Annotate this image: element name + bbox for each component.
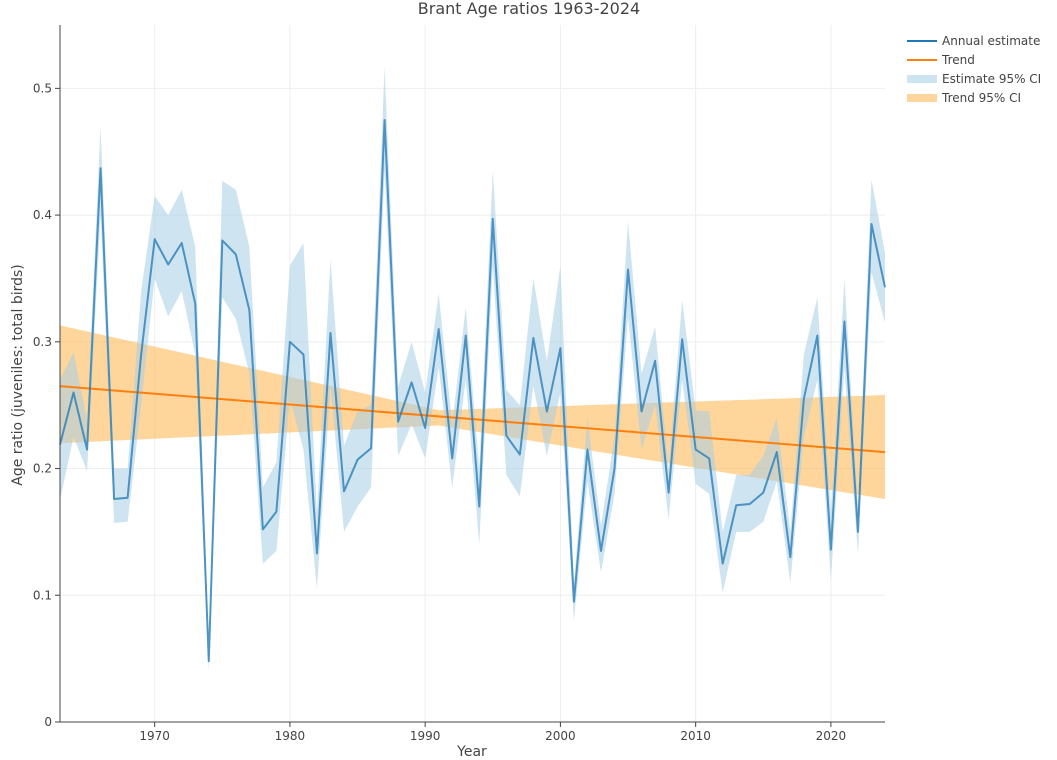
legend-swatch-3 xyxy=(907,94,937,102)
tick-labels: 1970 1980 1990 2000 2010 2020 0 0.1 0.2 0.3 0.4 0.5 xyxy=(33,81,846,743)
annual-estimate-line xyxy=(59,119,886,663)
legend-label-2[interactable]: Estimate 95% CI xyxy=(942,72,1041,86)
x-axis-title: Year xyxy=(456,744,487,760)
legend-label-0[interactable]: Annual estimate xyxy=(942,34,1040,48)
legend-label-3[interactable]: Trend 95% CI xyxy=(941,91,1021,105)
y-tick-label-0: 0 xyxy=(44,715,52,729)
legend[interactable]: Annual estimate Trend Estimate 95% CI Trend… xyxy=(907,34,1041,105)
y-tick-label-0.3: 0.3 xyxy=(33,335,52,349)
y-axis-title: Age ratio (juveniles: total birds) xyxy=(10,264,26,486)
y-tick-label-0.2: 0.2 xyxy=(33,462,52,476)
estimate-line-group xyxy=(59,119,886,663)
legend-swatch-2 xyxy=(907,75,937,83)
legend-label-1[interactable]: Trend xyxy=(941,53,975,67)
x-tick-label-2010: 2010 xyxy=(680,729,711,743)
axes xyxy=(59,25,885,723)
y-tick-label-0.5: 0.5 xyxy=(33,81,52,95)
estimate-ci-area xyxy=(60,66,885,672)
x-tick-label-1980: 1980 xyxy=(275,729,306,743)
x-tick-label-1970: 1970 xyxy=(139,729,170,743)
estimate-ci-band xyxy=(60,66,885,672)
y-tick-label-0.1: 0.1 xyxy=(33,588,52,602)
x-tick-label-2000: 2000 xyxy=(545,729,576,743)
chart-title: Brant Age ratios 1963-2024 xyxy=(418,0,640,18)
y-tick-label-0.4: 0.4 xyxy=(33,208,52,222)
x-tick-label-2020: 2020 xyxy=(816,729,847,743)
x-tick-label-1990: 1990 xyxy=(410,729,441,743)
